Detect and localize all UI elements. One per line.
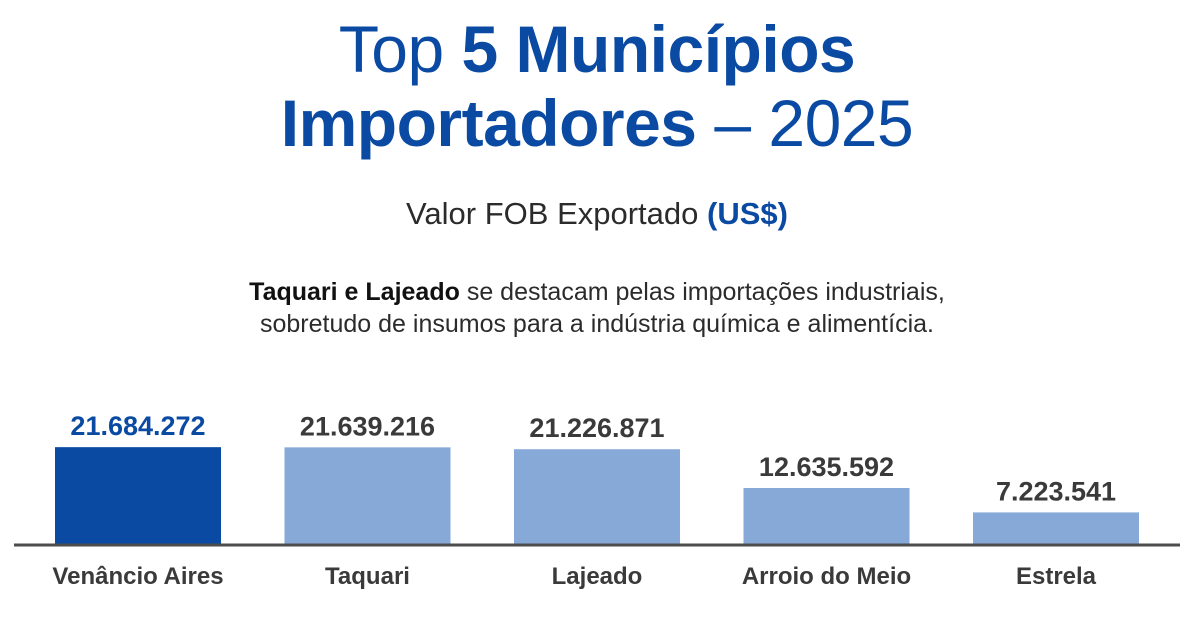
category-label-3: Arroio do Meio (742, 563, 911, 590)
bar-4 (973, 512, 1139, 545)
category-label-0: Venâncio Aires (52, 563, 223, 590)
category-label-2: Lajeado (552, 563, 643, 590)
chart-note: Taquari e Lajeado se destacam pelas impo… (247, 276, 947, 340)
value-label-2: 21.226.871 (529, 413, 664, 443)
subtitle-text: Valor FOB Exportado (406, 196, 707, 231)
title-part-4: – 2025 (696, 86, 914, 160)
title-line-2: Importadores – 2025 (0, 86, 1194, 160)
value-label-1: 21.639.216 (300, 411, 435, 441)
note-highlight: Taquari e Lajeado (249, 278, 460, 306)
value-label-0: 21.684.272 (70, 411, 205, 441)
title-line-1: Top 5 Municípios (0, 12, 1194, 86)
bar-1 (284, 447, 451, 545)
bar-0 (55, 447, 221, 545)
chart-subtitle: Valor FOB Exportado (US$) (0, 196, 1194, 232)
note-text: se destacam pelas importações industriai… (260, 278, 945, 338)
value-label-3: 12.635.592 (759, 452, 894, 482)
title-part-1: Top (338, 12, 462, 86)
bar-2 (514, 449, 680, 545)
bar-3 (743, 487, 910, 545)
title-part-3: Importadores (280, 86, 697, 160)
bar-chart: 21.684.272 Venâncio Aires 21.639.216 Taquar… (14, 411, 1180, 590)
chart-title: Top 5 Municípios Importadores – 2025 (0, 12, 1194, 160)
subtitle-unit: (US$) (707, 196, 788, 231)
category-label-1: Taquari (325, 563, 410, 590)
value-label-4: 7.223.541 (996, 476, 1116, 506)
title-part-2: 5 Municípios (461, 12, 856, 86)
category-label-4: Estrela (1016, 563, 1097, 590)
